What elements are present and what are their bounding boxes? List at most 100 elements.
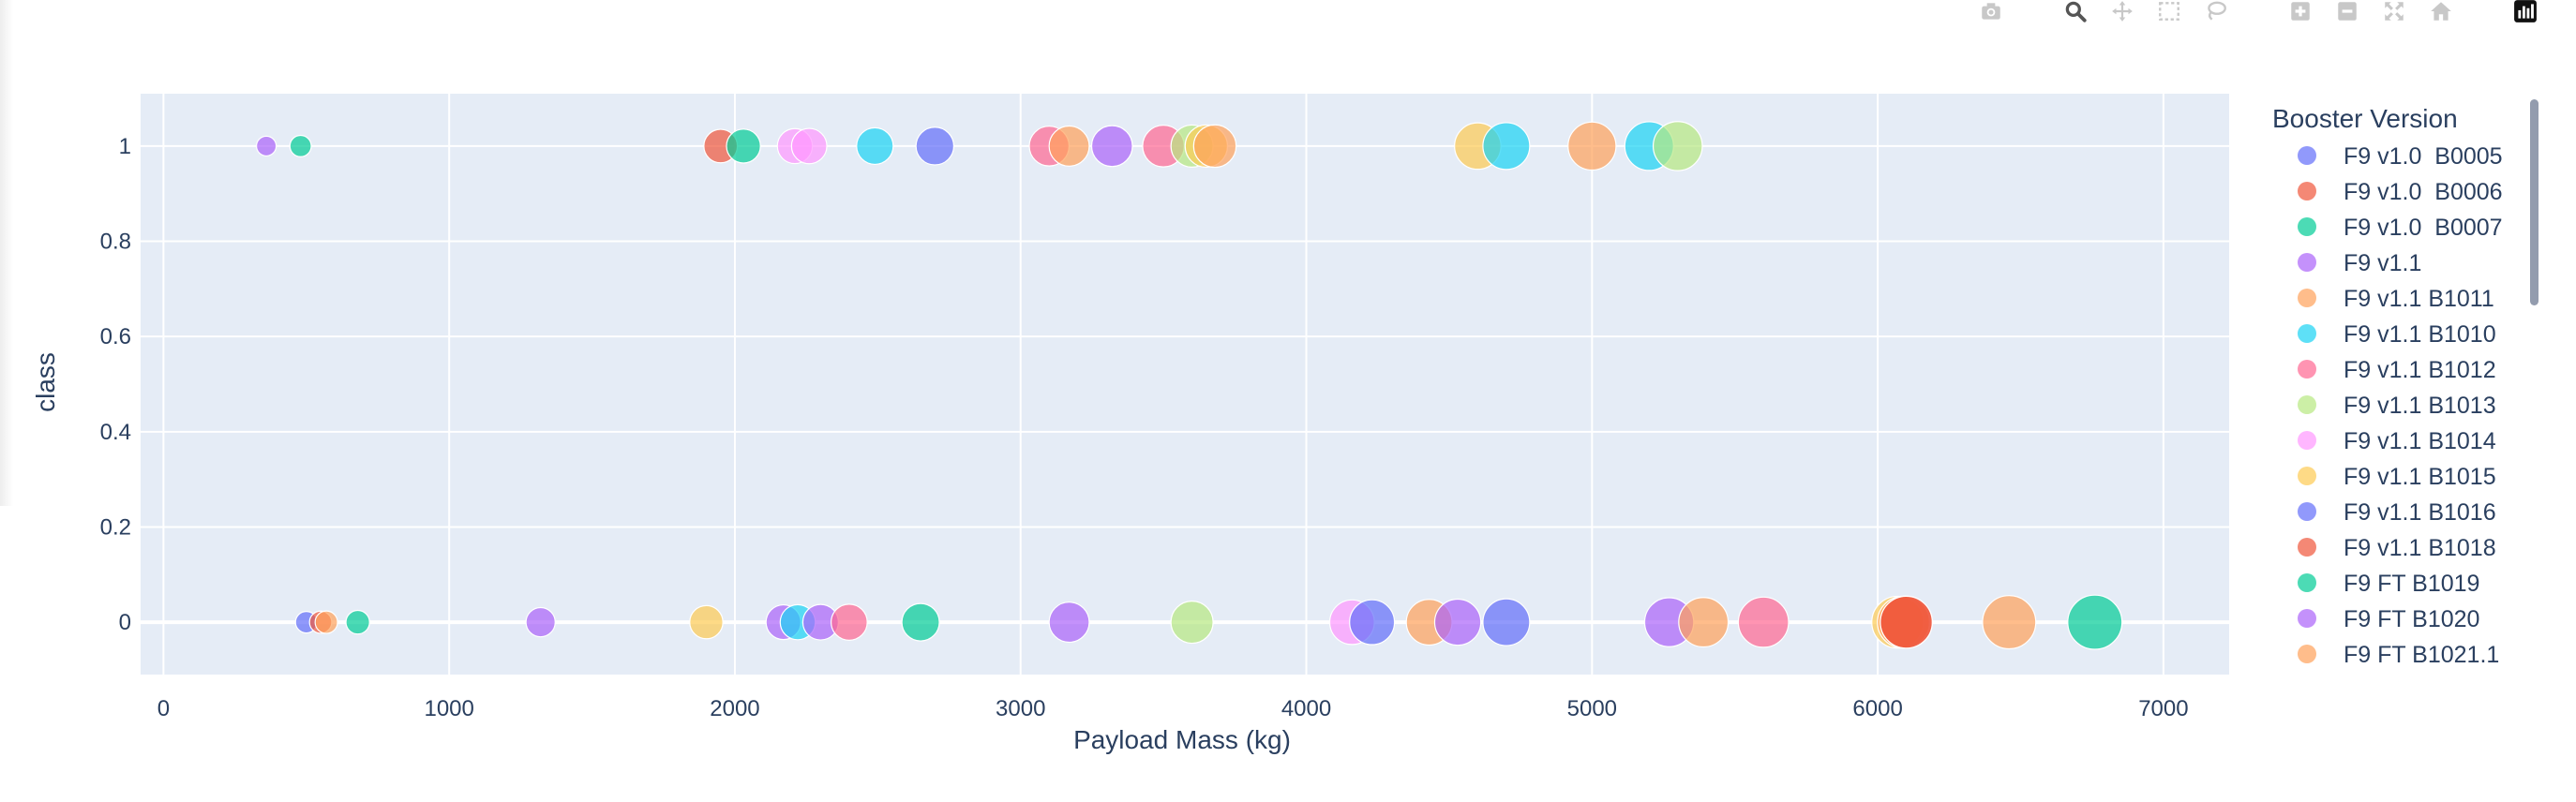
data-point[interactable] <box>831 603 868 641</box>
gridlines <box>141 94 2229 675</box>
legend-item[interactable]: F9 v1.0 B0006 <box>2298 179 2503 205</box>
legend-marker <box>2298 431 2316 450</box>
data-point[interactable] <box>856 126 894 166</box>
data-point[interactable] <box>1349 599 1396 646</box>
legend-marker <box>2298 182 2316 200</box>
x-tick-label: 2000 <box>710 696 759 721</box>
legend-item[interactable]: F9 v1.1 B1016 <box>2298 499 2496 526</box>
data-point[interactable] <box>314 610 338 634</box>
legend-label: F9 v1.0 B0006 <box>2344 179 2503 205</box>
legend-item[interactable]: F9 v1.0 B0005 <box>2298 143 2503 170</box>
data-points[interactable] <box>255 121 2123 650</box>
legend-marker <box>2298 573 2316 592</box>
data-point[interactable] <box>1982 595 2037 650</box>
legend-item[interactable]: F9 v1.0 B0007 <box>2298 215 2503 241</box>
data-point[interactable] <box>1678 597 1730 648</box>
data-point[interactable] <box>2067 594 2123 650</box>
x-tick-label: 3000 <box>996 696 1045 721</box>
y-axis-title: class <box>31 352 60 412</box>
y-tick-label: 0.6 <box>100 324 131 349</box>
legend-item[interactable]: F9 v1.1 B1012 <box>2298 357 2496 383</box>
legend-marker <box>2298 289 2316 307</box>
y-tick-label: 0.4 <box>100 420 131 445</box>
legend-item[interactable]: F9 FT B1021.1 <box>2298 642 2499 668</box>
data-point[interactable] <box>525 606 556 638</box>
legend-label: F9 v1.0 B0007 <box>2344 215 2503 241</box>
legend-label: F9 FT B1020 <box>2344 606 2479 632</box>
pan-icon[interactable] <box>2109 0 2135 22</box>
x-tick-label: 6000 <box>1852 696 1902 721</box>
y-tick-label: 0.8 <box>100 230 131 255</box>
legend-item[interactable]: F9 v1.1 B1010 <box>2298 321 2496 348</box>
legend-marker <box>2298 146 2316 165</box>
x-tick-label: 4000 <box>1281 696 1331 721</box>
panel-edge-shadow <box>0 0 13 506</box>
legend-item[interactable]: F9 FT B1019 <box>2298 571 2479 597</box>
plot-area[interactable] <box>141 94 2229 675</box>
data-point[interactable] <box>1192 124 1237 169</box>
legend-label: F9 v1.1 B1013 <box>2344 393 2496 419</box>
data-point[interactable] <box>1482 122 1531 171</box>
legend-marker <box>2298 645 2316 663</box>
legend-marker <box>2298 609 2316 628</box>
data-point[interactable] <box>1433 598 1482 646</box>
legend-marker <box>2298 467 2316 485</box>
x-tick-label: 1000 <box>424 696 473 721</box>
legend-marker <box>2298 217 2316 236</box>
legend-label: F9 v1.1 B1015 <box>2344 464 2496 490</box>
legend-marker <box>2298 360 2316 379</box>
data-point[interactable] <box>1567 121 1617 171</box>
legend-label: F9 v1.0 B0005 <box>2344 143 2503 170</box>
zoom-in-icon[interactable] <box>2287 0 2314 22</box>
zoom-icon[interactable] <box>2062 0 2089 22</box>
data-point[interactable] <box>790 127 828 165</box>
data-point[interactable] <box>689 604 724 640</box>
legend-scrollbar[interactable] <box>2530 99 2539 305</box>
legend-label: F9 v1.1 <box>2344 250 2421 276</box>
legend-item[interactable]: F9 v1.1 B1013 <box>2298 393 2496 419</box>
x-tick-label: 0 <box>157 696 170 721</box>
legend-marker <box>2298 324 2316 343</box>
legend-label: F9 v1.1 B1014 <box>2344 428 2496 454</box>
data-point[interactable] <box>1170 601 1214 645</box>
legend-label: F9 FT B1021.1 <box>2344 642 2499 668</box>
legend-item[interactable]: F9 FT B1020 <box>2298 606 2479 632</box>
plotly-logo-icon[interactable] <box>2512 0 2539 22</box>
data-point[interactable] <box>1048 602 1090 644</box>
autoscale-icon[interactable] <box>2381 0 2407 22</box>
legend-marker <box>2298 502 2316 521</box>
legend-item[interactable]: F9 v1.1 B1015 <box>2298 464 2496 490</box>
modebar <box>1978 0 2539 26</box>
y-tick-label: 0 <box>119 610 131 635</box>
legend-label: F9 v1.1 B1012 <box>2344 357 2496 383</box>
data-point[interactable] <box>726 128 761 164</box>
legend-label: F9 v1.1 B1018 <box>2344 535 2496 561</box>
data-point[interactable] <box>289 134 312 157</box>
data-point[interactable] <box>1652 121 1703 171</box>
legend-item[interactable]: F9 v1.1 B1011 <box>2298 286 2494 312</box>
data-point[interactable] <box>1737 596 1790 648</box>
lasso-select-icon[interactable] <box>2203 0 2229 22</box>
data-point[interactable] <box>345 609 370 635</box>
legend-item[interactable]: F9 v1.1 <box>2298 250 2421 276</box>
data-point[interactable] <box>1880 595 1933 649</box>
data-point[interactable] <box>915 126 955 166</box>
x-tick-labels: 0 1000 2000 3000 4000 5000 6000 7000 <box>157 696 2189 721</box>
data-point[interactable] <box>1048 125 1090 167</box>
y-tick-label: 1 <box>119 134 131 159</box>
legend-label: F9 FT B1019 <box>2344 571 2479 597</box>
legend[interactable]: Booster Version F9 v1.0 B0005 F9 v1.0 B00… <box>2272 104 2503 668</box>
legend-item[interactable]: F9 v1.1 B1018 <box>2298 535 2496 561</box>
data-point[interactable] <box>255 135 277 157</box>
legend-item[interactable]: F9 v1.1 B1014 <box>2298 428 2496 454</box>
legend-marker <box>2298 395 2316 414</box>
x-tick-label: 5000 <box>1567 696 1617 721</box>
data-point[interactable] <box>1090 125 1133 168</box>
legend-label: F9 v1.1 B1016 <box>2344 499 2496 526</box>
zoom-out-icon[interactable] <box>2334 0 2360 22</box>
camera-icon[interactable] <box>1978 0 2004 22</box>
data-point[interactable] <box>1482 598 1531 646</box>
data-point[interactable] <box>901 602 940 642</box>
reset-axes-icon[interactable] <box>2428 0 2454 22</box>
